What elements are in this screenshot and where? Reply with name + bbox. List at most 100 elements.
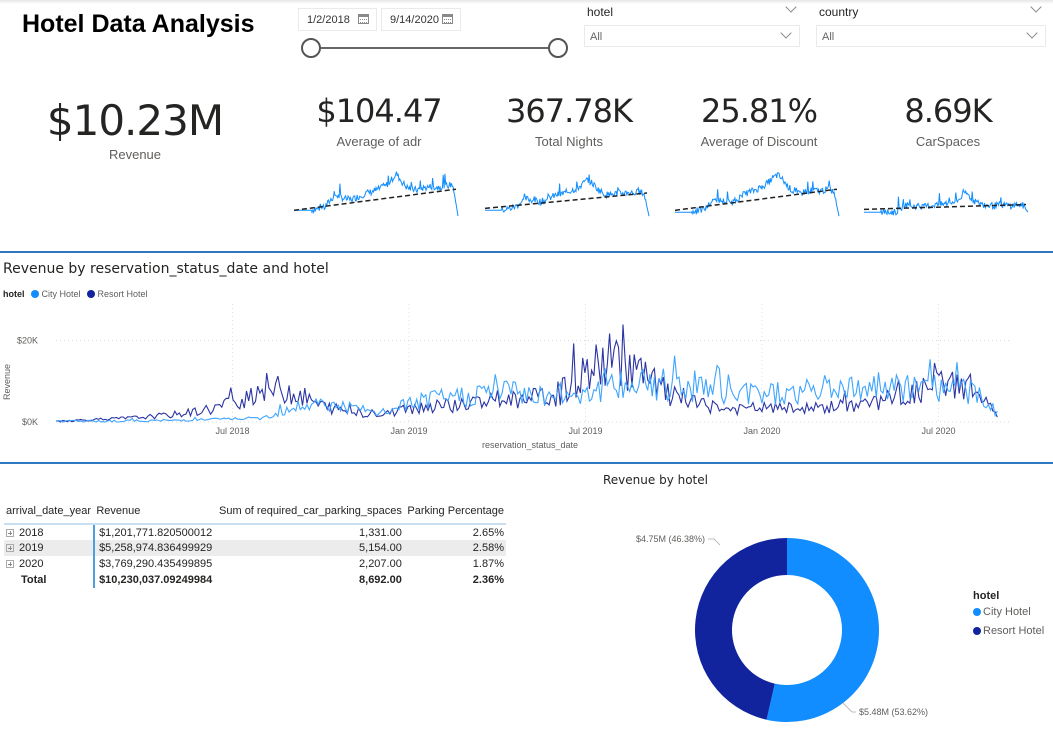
legend-label: Resort Hotel [983, 625, 1045, 637]
cell-year: 2019 [19, 542, 44, 554]
legend-dot-city-hotel [973, 608, 981, 616]
cell-total-parking-spaces: 8,692.00 [359, 574, 402, 586]
column-header[interactable]: Revenue [94, 502, 215, 525]
y-axis-title: Revenue [2, 364, 12, 400]
end-date-value: 9/14/2020 [390, 14, 439, 26]
legend-label: City Hotel [983, 606, 1031, 618]
sparkline-series [485, 174, 650, 217]
x-tick-label: Jul 2018 [215, 426, 249, 436]
kpi-value: 8.69K [904, 92, 992, 130]
legend-item-city-hotel[interactable]: City Hotel [973, 606, 1044, 618]
cell-total-revenue: $10,230,037.09249984 [93, 572, 215, 588]
legend-dot-resort-hotel [973, 627, 981, 635]
section-divider [0, 462, 1053, 464]
sparkline-series [294, 171, 459, 217]
cell-revenue: $5,258,974.836499929 [93, 540, 215, 556]
legend-dot-resort-hotel [86, 290, 95, 298]
legend-item-resort-hotel[interactable]: Resort Hotel [973, 625, 1044, 637]
column-header[interactable]: Sum of required_car_parking_spaces [214, 502, 404, 525]
kpi-card-revenue: $10.23M Revenue [20, 96, 250, 162]
end-date-input[interactable]: 9/14/2020 [381, 8, 461, 31]
table-row: 2020 $3,769,290.435499895 2,207.00 1.87% [4, 556, 506, 572]
kpi-card-adr: $104.47 Average of adr [289, 92, 469, 149]
kpi-value: 367.78K [506, 92, 633, 130]
hotel-slicer-dropdown[interactable]: All [584, 25, 800, 47]
sparkline-carspaces [863, 188, 1029, 216]
legend-item-resort-hotel[interactable]: Resort Hotel [97, 289, 148, 299]
country-slicer-dropdown[interactable]: All [816, 25, 1046, 47]
leader-line [708, 538, 721, 546]
sparkline-discount [674, 172, 840, 217]
data-label-city-hotel: $5.48M (53.62%) [859, 707, 928, 717]
kpi-label: Revenue [108, 147, 162, 162]
donut-chart-title: Revenue by hotel [603, 473, 708, 487]
y-tick-label: $20K [17, 336, 38, 346]
x-tick-label: Jul 2020 [921, 426, 955, 436]
kpi-card-discount: 25.81% Average of Discount [669, 92, 849, 149]
expand-icon[interactable] [6, 560, 14, 569]
hotel-slicer-label: hotel [587, 5, 614, 19]
table-row: 2018 $1,201,771.820500012 1,331.00 2.65% [4, 524, 506, 540]
x-axis-title: reservation_status_date [482, 440, 578, 450]
cell-parking-percentage: 2.58% [403, 540, 506, 556]
kpi-card-carspaces: 8.69K CarSpaces [858, 92, 1038, 149]
table-header-row: arrival_date_year Revenue Sum of require… [4, 502, 506, 525]
sparkline-series [864, 188, 1029, 216]
chevron-down-icon [780, 27, 792, 39]
legend-dot-city-hotel [30, 290, 39, 298]
leader-line [842, 702, 856, 713]
page-title: Hotel Data Analysis [22, 10, 255, 38]
date-range-end-handle[interactable] [548, 38, 568, 58]
cell-parking-spaces: 5,154.00 [214, 540, 404, 556]
donut-chart[interactable]: $5.48M (53.62%) $4.75M (46.38%) [580, 495, 970, 735]
date-range-start-handle[interactable] [301, 38, 321, 58]
donut-slice-city-hotel[interactable] [766, 538, 879, 722]
cell-revenue: $3,769,290.435499895 [93, 556, 215, 572]
cell-year: 2020 [19, 558, 44, 570]
cell-parking-percentage: 1.87% [472, 558, 504, 570]
cell-parking-spaces: 1,331.00 [359, 526, 402, 539]
column-header[interactable]: Parking Percentage [403, 502, 506, 525]
cell-total-parking-percentage: 2.36% [472, 574, 504, 586]
calendar-icon[interactable] [442, 14, 453, 24]
kpi-value: 25.81% [700, 92, 818, 130]
donut-slice-resort-hotel[interactable] [695, 538, 787, 720]
legend-item-city-hotel[interactable]: City Hotel [41, 289, 81, 299]
legend-title: hotel [973, 590, 1000, 602]
cell-parking-spaces: 2,207.00 [359, 558, 402, 570]
sparkline-total-nights [484, 174, 650, 217]
sparkline-trend-line [293, 188, 457, 212]
donut-legend: hotel City Hotel Resort Hotel [973, 590, 1044, 637]
y-tick-label: $0K [22, 417, 38, 427]
calendar-icon[interactable] [358, 14, 369, 24]
x-tick-label: Jan 2020 [743, 426, 780, 436]
start-date-input[interactable]: 1/2/2018 [298, 8, 377, 31]
series-line-city-hotel[interactable] [55, 355, 998, 423]
kpi-label: Total Nights [535, 134, 603, 149]
x-tick-label: Jan 2019 [390, 426, 427, 436]
line-chart[interactable]: Revenue reservation_status_date $0K $20K J… [0, 300, 1053, 455]
table-row: 2019 $5,258,974.836499929 5,154.00 2.58% [4, 540, 506, 556]
sparkline-adr [293, 171, 459, 217]
kpi-value: $104.47 [316, 92, 442, 130]
cell-revenue: $1,201,771.820500012 [93, 524, 215, 540]
parking-table: arrival_date_year Revenue Sum of require… [4, 502, 506, 588]
column-header[interactable]: arrival_date_year [4, 502, 95, 525]
chevron-down-icon [1026, 27, 1038, 39]
line-chart-legend: hotel City Hotel Resort Hotel [3, 289, 148, 299]
x-tick-label: Jul 2019 [568, 426, 602, 436]
series-line-resort-hotel[interactable] [55, 324, 998, 423]
date-range-slider-track[interactable] [311, 47, 558, 49]
kpi-value: $10.23M [46, 96, 224, 145]
expand-icon[interactable] [6, 544, 14, 553]
cell-year: 2018 [19, 526, 44, 539]
sparkline-series [675, 172, 840, 217]
country-slicer-label: country [819, 5, 859, 19]
hotel-slicer-value: All [590, 31, 603, 43]
cell-total-label: Total [21, 574, 47, 586]
start-date-value: 1/2/2018 [307, 14, 350, 26]
legend-title: hotel [3, 289, 25, 299]
sparkline-trend-line [863, 203, 1027, 211]
kpi-label: CarSpaces [915, 134, 981, 149]
expand-icon[interactable] [6, 528, 14, 537]
